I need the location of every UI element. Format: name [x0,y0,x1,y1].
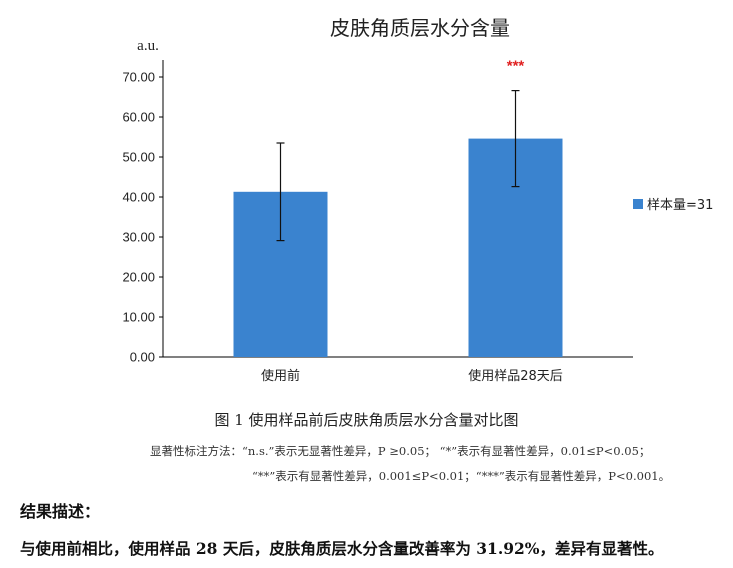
chart-title: 皮肤角质层水分含量 [330,16,510,40]
significance-note-1: 显著性标注方法：“n.s.”表示无显著性差异，P ≥0.05； “*”表示有显著… [150,444,651,458]
y-tick-label: 40.00 [122,190,155,205]
legend-label: 样本量=31 [647,198,713,213]
y-axis-unit: a.u. [137,38,159,54]
legend: 样本量=31 [633,198,713,213]
figure-caption: 图 1 使用样品前后皮肤角质层水分含量对比图 [214,411,519,429]
result-text: 与使用前相比，使用样品 28 天后，皮肤角质层水分含量改善率为 31.92%，差… [20,539,664,558]
y-tick-label: 70.00 [122,70,155,85]
chart: 皮肤角质层水分含量 a.u. 0.00 10.00 20.00 30.00 40.00 5… [122,16,713,384]
y-tick-label: 30.00 [122,230,155,245]
result-heading: 结果描述： [20,502,101,521]
legend-swatch [633,199,643,209]
y-tick-label: 0.00 [130,350,155,365]
bars: 使用前 使用样品28天后 *** [233,58,563,384]
significance-note-2: “**”表示有显著性差异，0.001≤P<0.01；“***”表示有显著性差异，… [252,469,671,483]
y-tick-label: 50.00 [122,150,155,165]
significance-marker: *** [507,58,525,75]
category-label: 使用样品28天后 [468,368,563,384]
y-ticks: 0.00 10.00 20.00 30.00 40.00 50.00 60.00 70.00 [122,70,163,365]
y-tick-label: 60.00 [122,110,155,125]
category-label: 使用前 [261,368,300,384]
y-tick-label: 10.00 [122,310,155,325]
y-tick-label: 20.00 [122,270,155,285]
